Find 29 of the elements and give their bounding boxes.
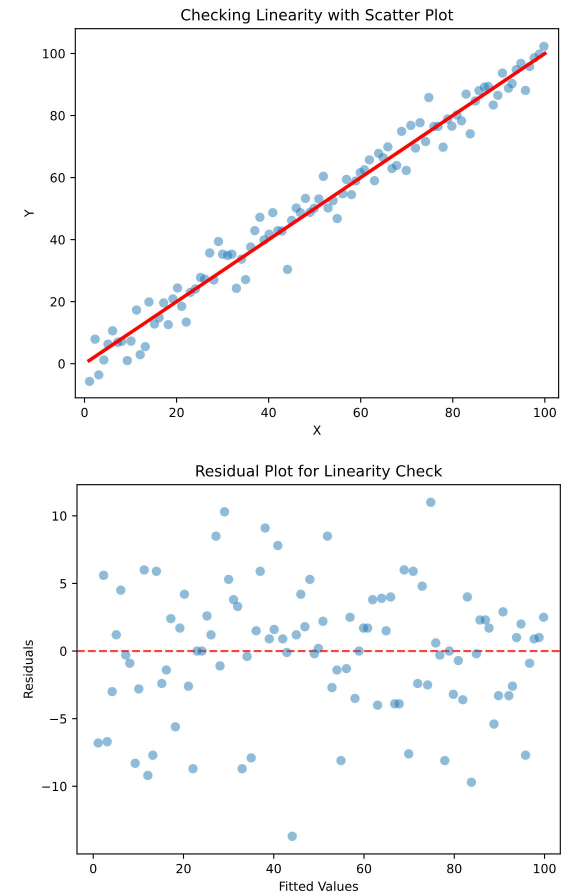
- y-tick-label: 100: [43, 48, 65, 58]
- y-tick-label: 10: [52, 511, 66, 521]
- y-tick-label: 80: [50, 111, 65, 120]
- x-tick-label: 20: [176, 864, 191, 874]
- y-tick-label: 0: [58, 359, 65, 369]
- y-tick-label: 0: [60, 646, 66, 656]
- x-tick-label: 0: [90, 864, 96, 874]
- y-tick-label: −10: [42, 782, 66, 792]
- x-tick-label: 80: [447, 864, 462, 874]
- chart-title: Residual Plot for Linearity Check: [196, 464, 442, 480]
- y-axis-title: Residuals: [23, 640, 33, 698]
- x-tick-label: 40: [266, 864, 281, 874]
- chart-title: Checking Linearity with Scatter Plot: [181, 8, 454, 24]
- y-tick-label: 40: [50, 235, 65, 245]
- y-tick-label: 20: [50, 297, 65, 307]
- x-tick-label: 0: [81, 408, 88, 418]
- x-tick-label: 40: [261, 408, 276, 418]
- x-axis-title: X: [313, 426, 321, 435]
- x-tick-label: 80: [446, 408, 460, 418]
- y-axis-title: Y: [24, 209, 34, 218]
- x-tick-label: 100: [534, 864, 556, 874]
- x-tick-label: 20: [170, 408, 184, 418]
- x-axis-title: Fitted Values: [280, 881, 358, 891]
- x-tick-label: 60: [356, 864, 372, 874]
- x-tick-label: 100: [534, 408, 556, 418]
- y-tick-label: −5: [50, 714, 66, 724]
- x-tick-label: 60: [354, 408, 368, 418]
- y-tick-label: 5: [60, 579, 66, 588]
- y-tick-label: 60: [50, 173, 65, 182]
